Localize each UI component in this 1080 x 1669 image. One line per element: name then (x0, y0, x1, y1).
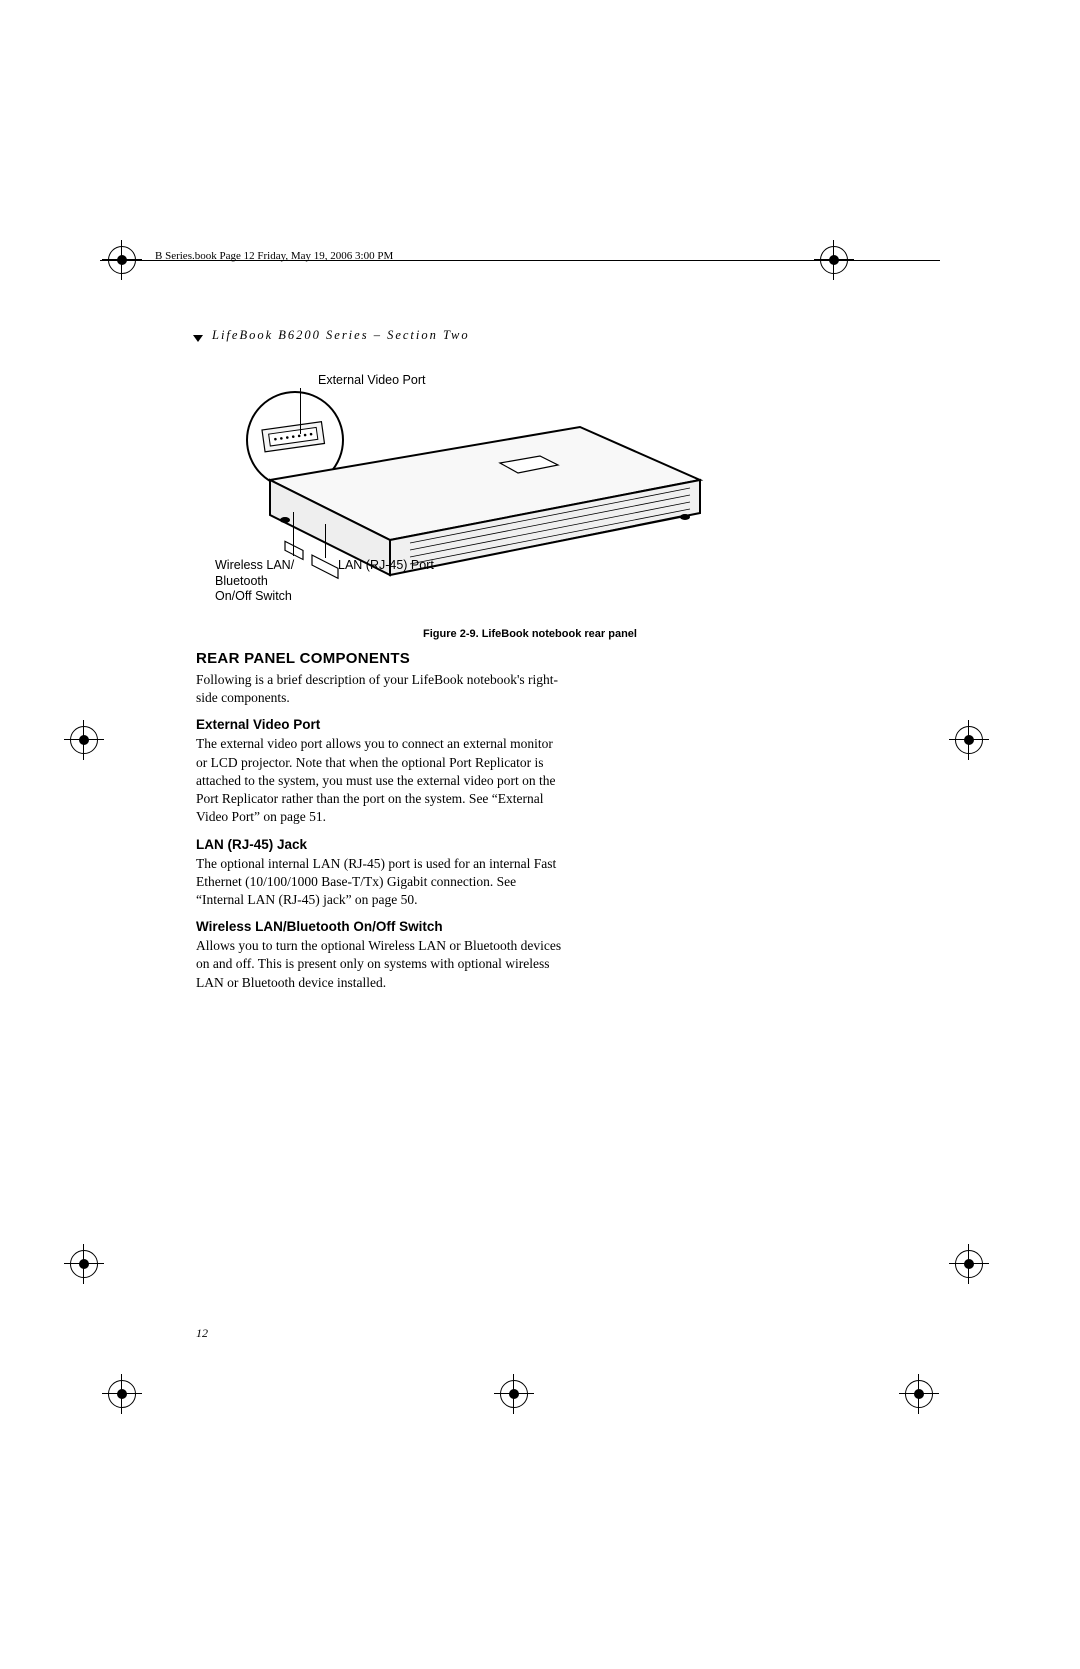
callout-line1: Wireless LAN/ (215, 558, 294, 572)
print-header-note: B Series.book Page 12 Friday, May 19, 20… (155, 250, 393, 262)
callout-line2: Bluetooth (215, 574, 268, 588)
arrow-down-icon (193, 335, 203, 342)
running-header: LifeBook B6200 Series – Section Two (212, 328, 470, 343)
reg-mark-icon (500, 1380, 528, 1408)
callout-external-video-port: External Video Port (318, 373, 425, 389)
document-page: B Series.book Page 12 Friday, May 19, 20… (0, 0, 1080, 1669)
reg-mark-icon (70, 1250, 98, 1278)
reg-mark-icon (820, 246, 848, 274)
callout-leader-line (325, 524, 326, 558)
intro-paragraph: Following is a brief description of your… (196, 671, 566, 707)
reg-mark-icon (955, 1250, 983, 1278)
paragraph-wireless-switch: Allows you to turn the optional Wireless… (196, 937, 566, 992)
content-column: REAR PANEL COMPONENTS Following is a bri… (196, 650, 566, 1002)
callout-leader-line (300, 388, 301, 434)
reg-mark-icon (108, 1380, 136, 1408)
paragraph-lan-jack: The optional internal LAN (RJ-45) port i… (196, 855, 566, 910)
callout-leader-line (293, 512, 294, 556)
reg-mark-icon (905, 1380, 933, 1408)
page-number: 12 (196, 1326, 208, 1341)
paragraph-external-video-port: The external video port allows you to co… (196, 735, 566, 826)
reg-mark-icon (955, 726, 983, 754)
subheading-external-video-port: External Video Port (196, 717, 566, 732)
reg-mark-icon (108, 246, 136, 274)
section-title: REAR PANEL COMPONENTS (196, 650, 566, 667)
callout-lan-port: LAN (RJ-45) Port (338, 558, 434, 574)
callout-wireless-switch: Wireless LAN/ Bluetooth On/Off Switch (215, 558, 294, 605)
reg-mark-icon (70, 726, 98, 754)
callout-line3: On/Off Switch (215, 589, 292, 603)
figure-caption: Figure 2-9. LifeBook notebook rear panel (330, 628, 730, 640)
subheading-wireless-switch: Wireless LAN/Bluetooth On/Off Switch (196, 919, 566, 934)
subheading-lan-jack: LAN (RJ-45) Jack (196, 837, 566, 852)
